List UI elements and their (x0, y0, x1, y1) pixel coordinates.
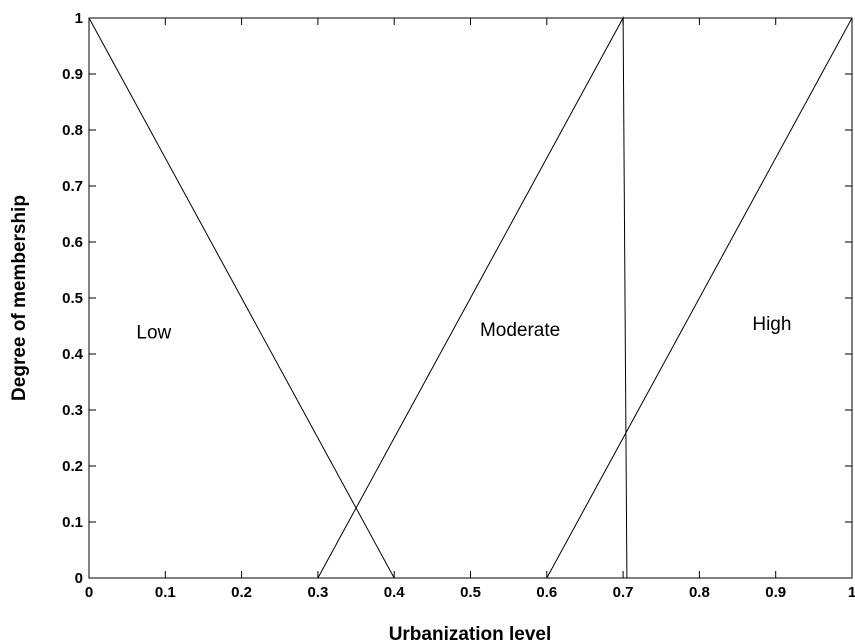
series-line-low (88, 17, 395, 579)
ticks-layer: 0 0.1 0.2 0.3 0.4 0.5 0.6 0.7 0.8 0.9 1 0 0.1 0.2 0.3 0… (62, 10, 855, 601)
x-axis-label: Urbanization level (389, 624, 552, 644)
y-tick-label: 0.5 (62, 290, 83, 307)
x-tick-label: 1 (848, 584, 855, 601)
x-tick-label: 0.5 (460, 584, 481, 601)
y-tick-label: 0.2 (62, 458, 83, 475)
x-tick-label: 0 (85, 584, 93, 601)
x-tick-label: 0.3 (307, 584, 328, 601)
y-axis-label: Degree of membership (9, 195, 30, 401)
series-label-high: High (752, 314, 791, 335)
y-tick-label: 0.3 (62, 402, 83, 419)
y-tick-label: 0.4 (62, 346, 84, 363)
x-tick-label: 0.6 (536, 584, 557, 601)
x-tick-label: 0.7 (613, 584, 634, 601)
series-layer (88, 16, 853, 579)
series-label-low: Low (136, 323, 171, 344)
y-tick-label: 0.8 (62, 122, 83, 139)
x-tick-label: 0.4 (384, 584, 406, 601)
y-tick-label: 0.7 (62, 178, 83, 195)
series-line-moderate (317, 16, 628, 579)
x-tick-label: 0.2 (231, 584, 252, 601)
y-tick-label: 1 (75, 10, 83, 27)
x-tick-label: 0.9 (765, 584, 786, 601)
x-tick-label: 0.1 (155, 584, 176, 601)
y-tick-label: 0.1 (62, 514, 83, 531)
y-tick-label: 0.6 (62, 234, 83, 251)
y-tick-label: 0 (75, 570, 83, 587)
series-label-moderate: Moderate (480, 320, 560, 341)
labels-layer: Low Moderate High (136, 314, 791, 343)
series-line-high (546, 17, 853, 579)
y-tick-label: 0.9 (62, 66, 83, 83)
x-tick-label: 0.8 (689, 584, 710, 601)
